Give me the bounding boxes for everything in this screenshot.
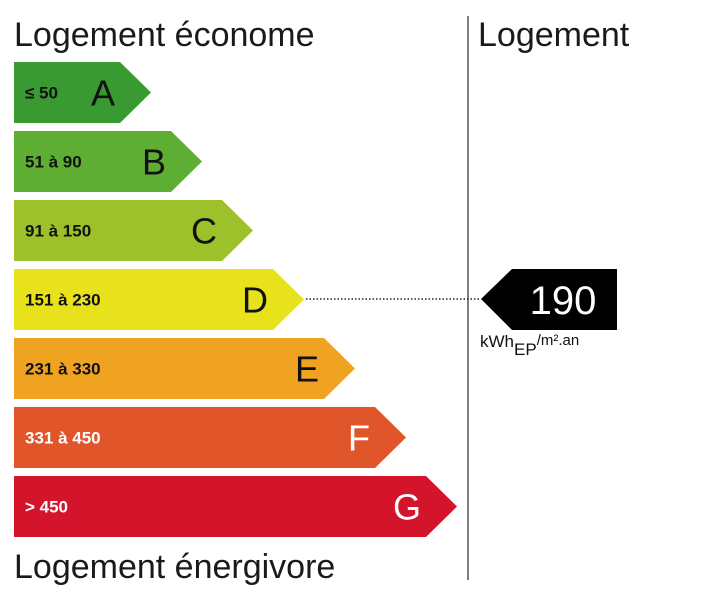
indicator-value: 190 bbox=[530, 279, 597, 323]
indicator-arrow bbox=[481, 269, 617, 330]
band bbox=[14, 62, 151, 123]
unit-suffix: /m².an bbox=[537, 332, 580, 349]
unit: kWh bbox=[480, 332, 514, 351]
band bbox=[14, 476, 457, 537]
band-range: 91 à 150 bbox=[25, 222, 91, 241]
right-title: Logement bbox=[478, 16, 630, 54]
band-letter: E bbox=[295, 349, 319, 390]
band-letter: D bbox=[242, 280, 268, 321]
band-range: 231 à 330 bbox=[25, 360, 101, 379]
band-range: > 450 bbox=[25, 498, 68, 517]
indicator-unit: kWhEP/m².an bbox=[480, 332, 579, 359]
band bbox=[14, 338, 355, 399]
band bbox=[14, 269, 304, 330]
band-letter: C bbox=[191, 211, 217, 252]
band-range: ≤ 50 bbox=[25, 84, 58, 103]
bottom-title: Logement énergivore bbox=[14, 548, 335, 586]
top-title: Logement économe bbox=[14, 16, 315, 54]
unit-sub: EP bbox=[514, 340, 537, 359]
band bbox=[14, 200, 253, 261]
band-range: 151 à 230 bbox=[25, 291, 101, 310]
band-letter: G bbox=[393, 487, 421, 528]
band bbox=[14, 407, 406, 468]
band-letter: B bbox=[142, 142, 166, 183]
band-letter: A bbox=[91, 73, 115, 114]
band bbox=[14, 131, 202, 192]
bands: ≤ 50 A 51 à 90 B 91 à 150 C 151 à 230 D 231 à 33… bbox=[14, 62, 457, 537]
band-letter: F bbox=[348, 418, 370, 459]
band-range: 51 à 90 bbox=[25, 153, 82, 172]
band-range: 331 à 450 bbox=[25, 429, 101, 448]
